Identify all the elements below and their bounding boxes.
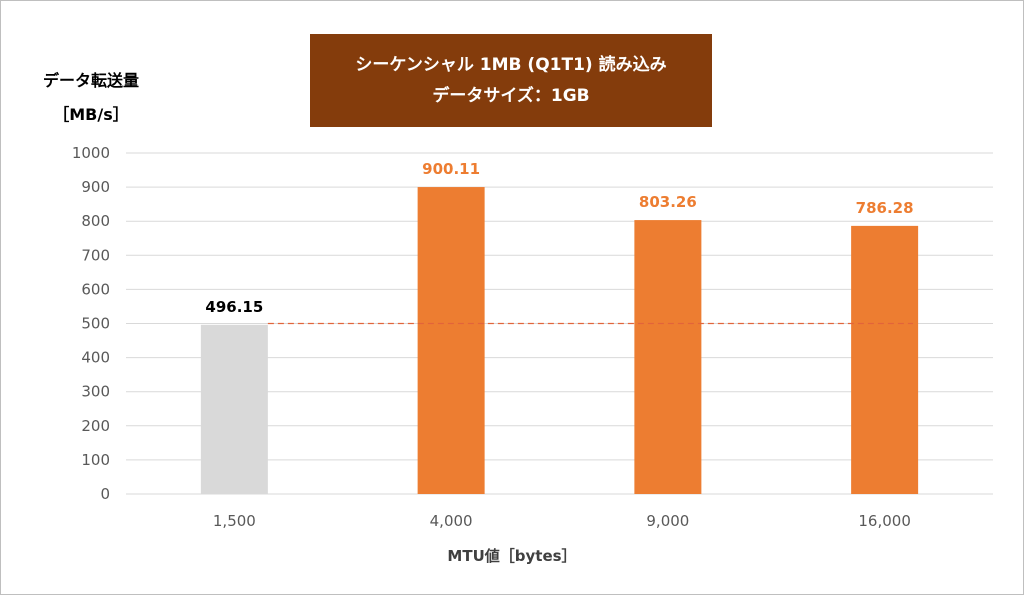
chart-title: シーケンシャル 1MB (Q1T1) 読み込み bbox=[355, 54, 667, 75]
y-tick-label: 200 bbox=[81, 417, 110, 435]
y-axis-title-line2: ［MB/s］ bbox=[53, 105, 129, 124]
y-tick-label: 900 bbox=[81, 178, 110, 196]
data-label: 496.15 bbox=[205, 298, 263, 316]
data-label: 786.28 bbox=[856, 199, 914, 217]
bar bbox=[634, 220, 702, 495]
y-tick-label: 1000 bbox=[72, 144, 110, 162]
x-tick-label: 16,000 bbox=[858, 512, 911, 530]
data-labels: 496.15 900.11 803.26 786.28 bbox=[205, 160, 913, 316]
y-tick-label: 500 bbox=[81, 315, 110, 333]
y-tick-label: 700 bbox=[81, 246, 110, 264]
y-tick-labels: 0 100 200 300 400 500 600 700 800 900 1000 bbox=[72, 144, 110, 503]
y-axis-title-line1: データ転送量 bbox=[42, 71, 139, 90]
chart-subtitle: データサイズ：1GB bbox=[432, 85, 590, 106]
y-axis-title: データ転送量 ［MB/s］ bbox=[26, 64, 156, 132]
bar bbox=[417, 187, 485, 494]
x-tick-label: 4,000 bbox=[430, 512, 473, 530]
x-tick-labels: 1,500 4,000 9,000 16,000 bbox=[213, 512, 911, 530]
y-tick-label: 0 bbox=[100, 485, 110, 503]
x-tick-label: 1,500 bbox=[213, 512, 256, 530]
data-label: 900.11 bbox=[422, 160, 480, 178]
y-tick-label: 100 bbox=[81, 451, 110, 469]
bar bbox=[851, 225, 919, 494]
y-tick-label: 800 bbox=[81, 212, 110, 230]
y-tick-label: 600 bbox=[81, 280, 110, 298]
data-label: 803.26 bbox=[639, 193, 697, 211]
x-tick-label: 9,000 bbox=[646, 512, 689, 530]
y-tick-label: 300 bbox=[81, 383, 110, 401]
bar bbox=[200, 324, 268, 494]
chart-title-box: シーケンシャル 1MB (Q1T1) 読み込み データサイズ：1GB bbox=[310, 34, 712, 127]
y-tick-label: 400 bbox=[81, 349, 110, 367]
x-axis-title: MTU値［bytes］ bbox=[447, 547, 576, 565]
bars bbox=[200, 187, 919, 495]
